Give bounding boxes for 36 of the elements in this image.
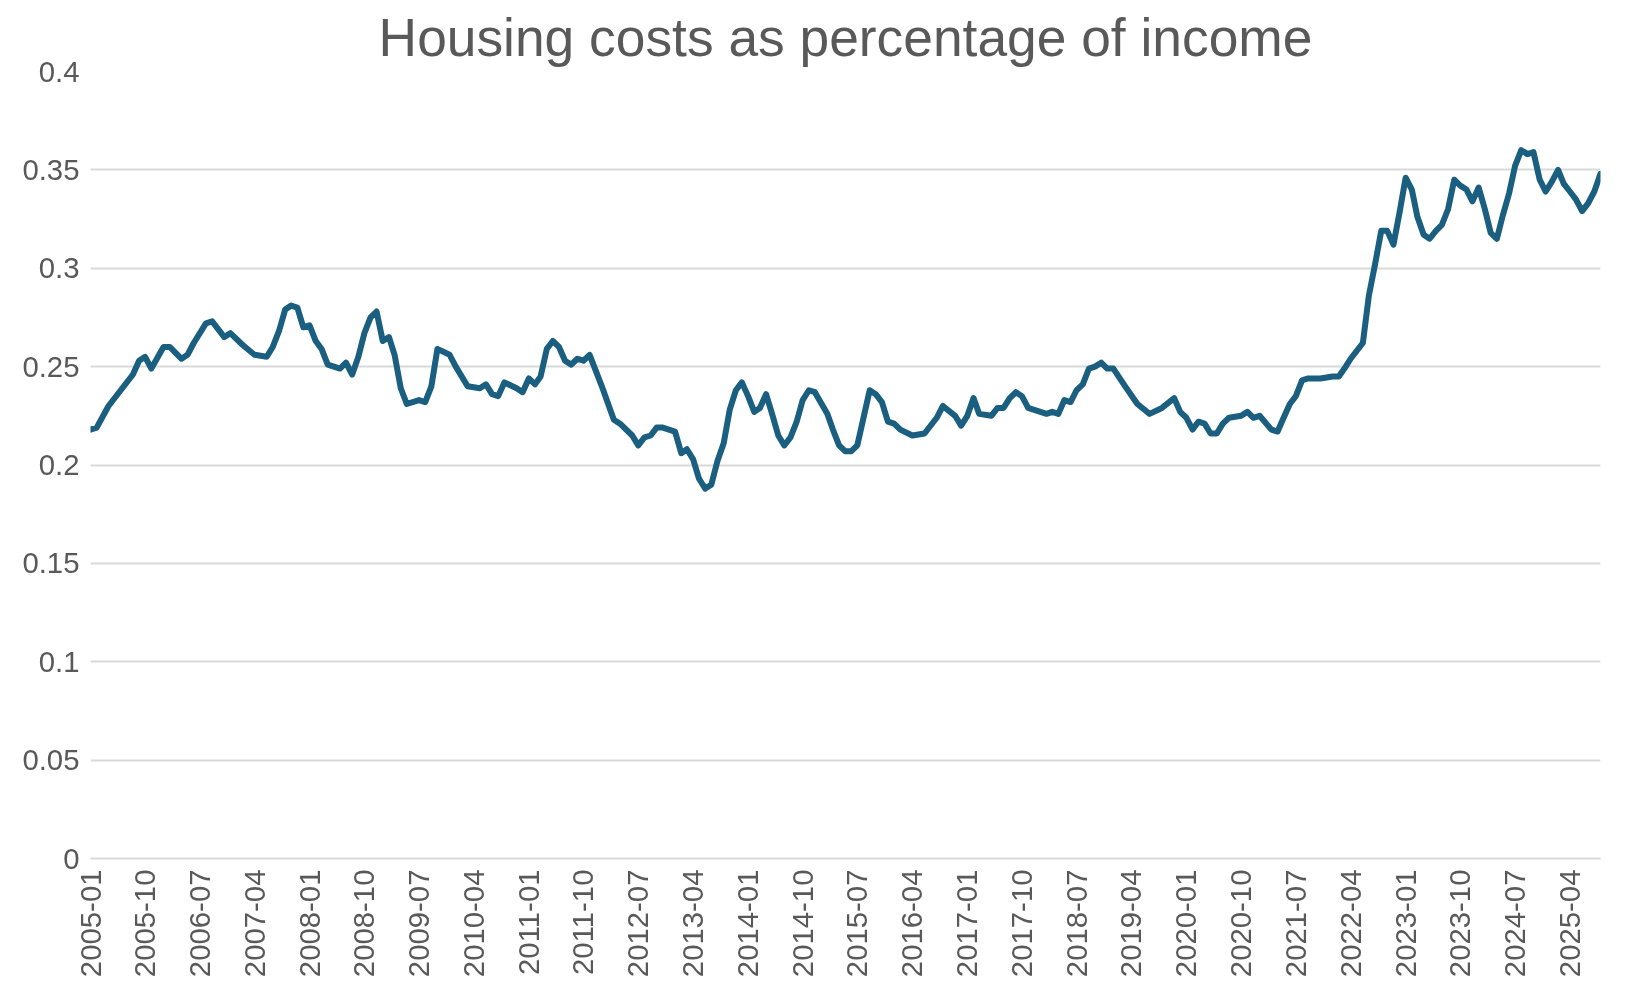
x-tick-label: 2014-01 [731, 869, 765, 978]
x-tick-label: 2011-10 [566, 869, 600, 975]
x-tick-label: 2021-07 [1278, 869, 1312, 978]
x-tick-label: 2017-01 [950, 869, 984, 978]
x-tick-label: 2020-01 [1169, 869, 1203, 978]
x-tick-label: 2025-04 [1552, 869, 1586, 978]
y-tick-label: 0.35 [22, 152, 80, 186]
x-tick-label: 2017-10 [1004, 869, 1038, 978]
x-tick-label: 2016-04 [895, 869, 929, 978]
chart-title: Housing costs as percentage of income [378, 7, 1313, 67]
x-tick-label: 2013-04 [676, 869, 710, 978]
x-tick-label: 2018-07 [1059, 869, 1093, 978]
x-tick-label: 2024-07 [1498, 869, 1532, 978]
x-tick-label: 2007-04 [237, 869, 271, 978]
x-tick-label: 2008-01 [292, 869, 326, 978]
x-tick-label: 2022-04 [1333, 869, 1367, 978]
x-tick-label: 2005-10 [128, 869, 162, 978]
x-tick-label: 2011-01 [511, 869, 545, 975]
x-tick-label: 2020-10 [1224, 869, 1258, 978]
x-tick-label: 2023-10 [1443, 869, 1477, 978]
x-tick-label: 2015-07 [840, 869, 874, 978]
y-tick-label: 0.25 [22, 349, 80, 383]
x-tick-label: 2006-07 [182, 869, 216, 978]
y-tick-label: 0.4 [38, 54, 80, 88]
y-tick-label: 0.15 [22, 546, 80, 580]
x-tick-label: 2023-01 [1388, 869, 1422, 978]
x-tick-label: 2010-04 [456, 869, 490, 978]
x-tick-label: 2012-07 [621, 869, 655, 978]
x-tick-label: 2008-10 [347, 869, 381, 978]
y-tick-label: 0.2 [38, 448, 80, 481]
x-tick-label: 2009-07 [401, 869, 435, 978]
x-tick-label: 2019-04 [1114, 869, 1148, 978]
x-tick-label: 2014-10 [785, 869, 819, 978]
y-tick-label: 0.05 [22, 743, 80, 777]
y-tick-label: 0.3 [38, 251, 80, 285]
y-tick-label: 0.1 [38, 644, 80, 678]
